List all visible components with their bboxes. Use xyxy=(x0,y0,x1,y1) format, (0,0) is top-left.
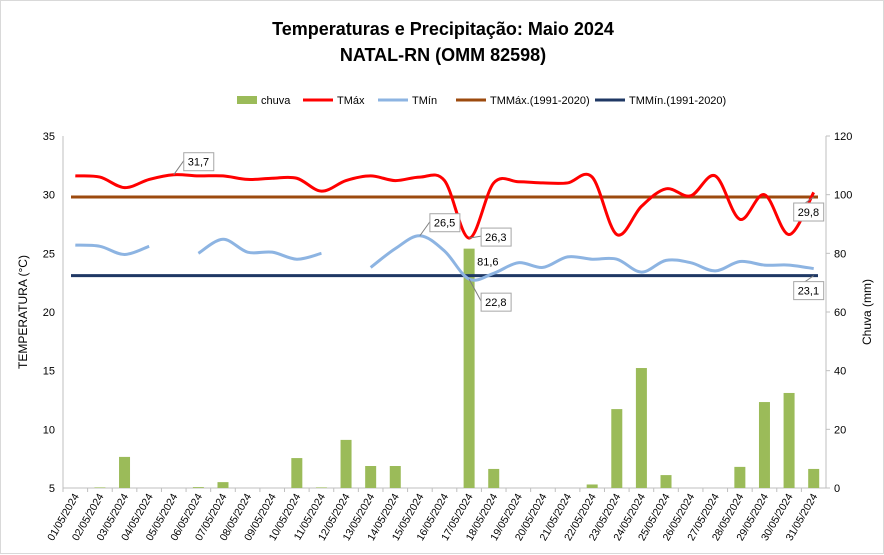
rain-bar xyxy=(586,484,598,488)
annotation-label: 26,3 xyxy=(485,232,506,244)
y2-tick-label: 20 xyxy=(834,424,846,436)
rain-bar xyxy=(119,456,131,488)
annotation-label: 31,7 xyxy=(188,157,209,169)
annotation-box xyxy=(429,213,461,233)
y-tick-label: 5 xyxy=(49,483,55,495)
y-tick-label: 20 xyxy=(43,307,55,319)
y2-tick-label: 80 xyxy=(834,248,846,260)
rain-bar xyxy=(611,409,623,488)
y2-tick-label: 0 xyxy=(834,483,840,495)
y-tick-label: 35 xyxy=(43,131,55,143)
y-axis-title: TEMPERATURA (°C) xyxy=(16,255,30,369)
y2-tick-label: 120 xyxy=(834,131,852,143)
annotation-label: 29,8 xyxy=(798,207,819,219)
rain-bar xyxy=(340,439,352,488)
annotation-leader xyxy=(419,221,431,237)
rain-bar xyxy=(192,487,204,488)
annotation-leader xyxy=(468,278,482,302)
rain-bar xyxy=(291,458,303,488)
legend-label: chuva xyxy=(261,95,291,107)
annotation-box xyxy=(793,202,825,222)
annotation-box xyxy=(793,281,825,301)
rain-bar xyxy=(217,482,229,488)
annotation-label: 23,1 xyxy=(798,286,819,298)
rain-bar xyxy=(315,487,327,488)
rain-bar xyxy=(463,248,475,488)
rain-bar xyxy=(783,392,795,488)
rain-bar xyxy=(734,466,746,488)
y2-axis-title: Chuva (mm) xyxy=(860,279,874,345)
y2-tick-label: 100 xyxy=(834,190,852,202)
y-tick-label: 15 xyxy=(43,366,55,378)
y2-tick-label: 60 xyxy=(834,307,846,319)
legend-swatch xyxy=(237,96,257,104)
rain-bar xyxy=(758,402,770,488)
y-tick-label: 30 xyxy=(43,190,55,202)
annotation-leader xyxy=(173,160,185,176)
annotation-leader xyxy=(469,235,482,239)
rain-bar xyxy=(808,468,820,488)
annotation-box xyxy=(480,292,512,312)
legend-label: TMMáx.(1991-2020) xyxy=(490,95,590,107)
rain-bar xyxy=(488,468,500,488)
legend-label: TMMín.(1991-2020) xyxy=(629,95,726,107)
series-line-TMín xyxy=(197,237,322,261)
legend-label: TMáx xyxy=(337,95,365,107)
chart-title: Temperaturas e Precipitação: Maio 2024 xyxy=(272,19,614,39)
rain-bar xyxy=(660,475,672,488)
rain-bar xyxy=(635,368,647,488)
rain-bar xyxy=(94,487,106,488)
rain-bar xyxy=(389,466,401,488)
annotation-box xyxy=(183,152,215,172)
annotation-label: 22,8 xyxy=(485,297,506,309)
series-line-TMáx xyxy=(75,172,816,240)
y-tick-label: 10 xyxy=(43,424,55,436)
annotation-label: 81,6 xyxy=(477,257,498,269)
chart-subtitle: NATAL-RN (OMM 82598) xyxy=(339,45,547,65)
rain-bar xyxy=(365,466,377,488)
legend-label: TMín xyxy=(412,95,437,107)
y-tick-label: 25 xyxy=(43,248,55,260)
annotation-label: 26,5 xyxy=(434,218,455,230)
annotation-box xyxy=(480,227,512,247)
series-line-TMín xyxy=(369,234,814,282)
y2-tick-label: 40 xyxy=(834,366,846,378)
series-line-TMín xyxy=(75,243,150,257)
